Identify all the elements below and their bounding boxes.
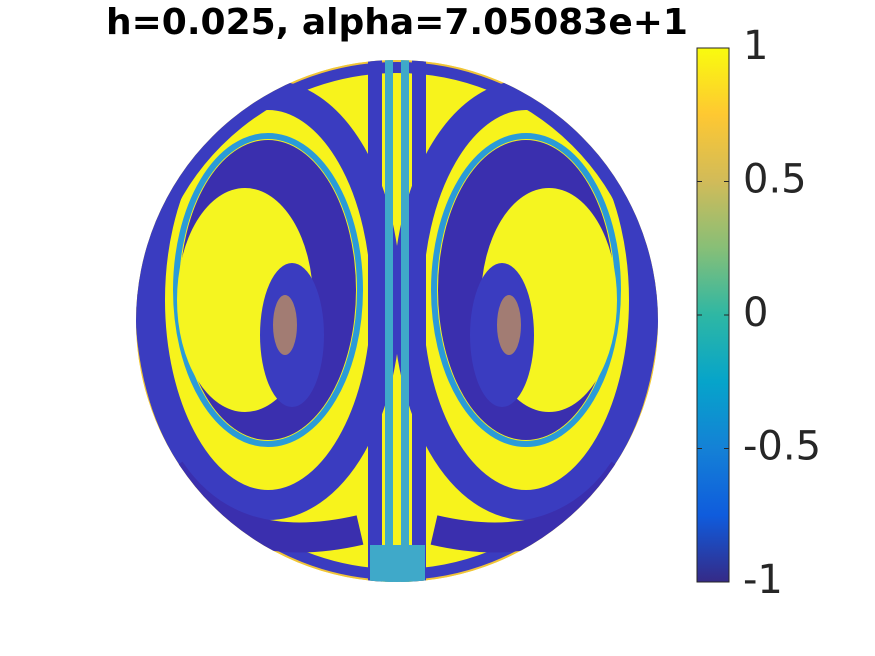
colorbar-tick-label: 1 [743,23,768,69]
colorbar-tick-label: 0 [743,290,768,336]
colorbar-tick-label: -0.5 [743,424,821,470]
colorbar-tick-label: 0.5 [743,157,807,203]
chart-title: h=0.025, alpha=7.05083e+1 [106,2,688,43]
field [136,60,658,582]
colorbar-tick-label: -1 [743,557,783,603]
colorbar [696,47,730,583]
